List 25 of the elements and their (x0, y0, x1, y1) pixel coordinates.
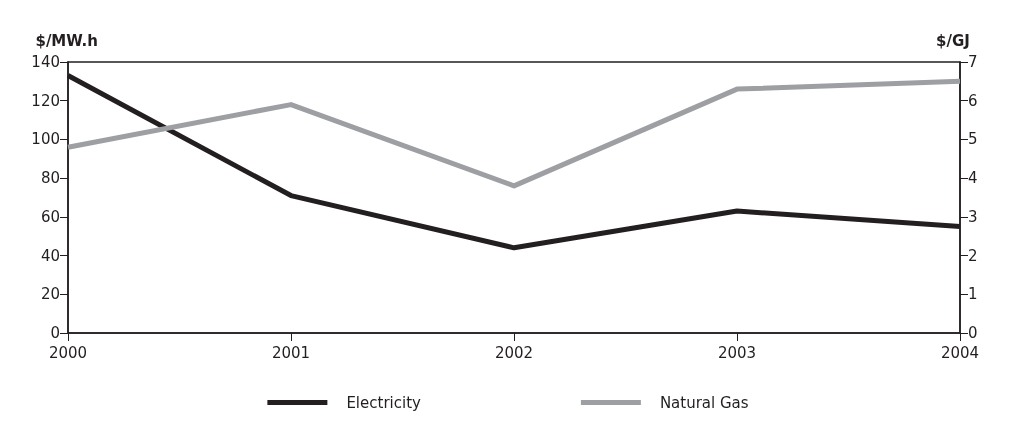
y-tick-label: 20 (40, 285, 60, 304)
y2-tick-label: 3 (968, 207, 978, 226)
y2-tick-label: 7 (968, 53, 978, 71)
y-axis-title: $/MW.h (35, 31, 98, 50)
y2-tick-label: 5 (968, 130, 978, 149)
y2-axis-title: $/GJ (936, 31, 970, 50)
y-tick-label: 140 (31, 53, 60, 71)
y-tick-label: 100 (31, 130, 60, 149)
y-tick-label: 40 (40, 246, 60, 265)
x-tick-label: 2003 (717, 343, 757, 362)
legend-label: Electricity (346, 393, 422, 412)
legend-label: Natural Gas (659, 393, 749, 412)
y2-tick-label: 2 (968, 246, 978, 265)
x-tick-label: 2001 (271, 343, 311, 362)
y-tick-label: 0 (50, 324, 60, 342)
y2-tick-label: 6 (968, 91, 978, 110)
x-tick-label: 2002 (494, 343, 534, 362)
y-tick-label: 120 (31, 91, 60, 110)
x-tick-label: 2004 (940, 343, 980, 362)
y2-tick-label: 0 (968, 324, 978, 342)
y2-tick-label: 1 (968, 285, 978, 304)
x-tick-label: 2000 (48, 343, 88, 362)
y-tick-label: 60 (40, 207, 60, 226)
y2-tick-label: 4 (968, 169, 978, 188)
y-tick-label: 80 (40, 169, 60, 188)
